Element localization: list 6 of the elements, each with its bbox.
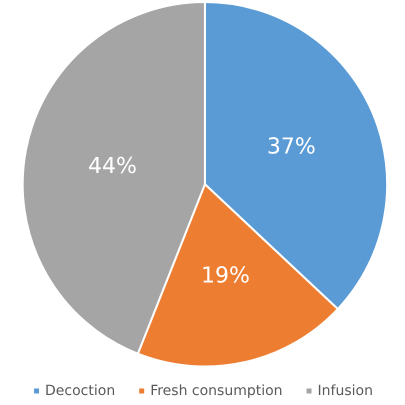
legend-label: Fresh consumption <box>150 383 283 399</box>
data-label: 37% <box>266 134 316 160</box>
legend-label: Infusion <box>318 383 373 399</box>
data-label: 44% <box>88 154 137 180</box>
legend-label: Decoction <box>45 383 116 399</box>
data-label: 19% <box>201 264 250 289</box>
